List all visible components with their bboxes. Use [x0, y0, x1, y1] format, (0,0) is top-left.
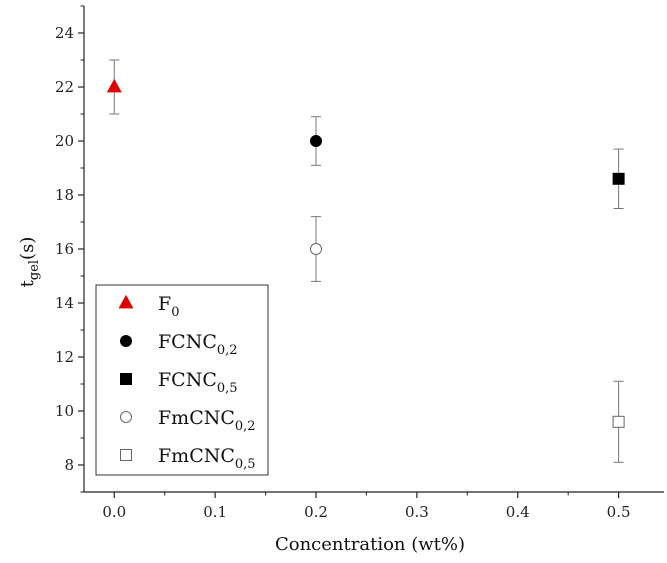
x-tick-label: 0.3 [405, 503, 429, 521]
y-tick-label: 16 [55, 240, 74, 258]
data-point-f0 [106, 78, 122, 93]
legend-marker-f0 [118, 294, 134, 309]
legend-label-sub: 0,2 [217, 343, 238, 358]
x-tick-label: 0.0 [102, 503, 126, 521]
data-point-fcnc05 [612, 172, 625, 185]
y-tick-label: 10 [55, 402, 74, 420]
y-tick-label: 20 [55, 132, 74, 150]
x-axis-title: Concentration (wt%) [275, 534, 465, 555]
x-tick-label: 0.2 [304, 503, 328, 521]
legend-label-sub: 0 [171, 305, 179, 320]
legend-label-fmcnc05: FmCNC0,5 [158, 445, 256, 472]
data-point-fcnc02 [310, 135, 322, 147]
legend-item-fcnc05: FCNC0,5 [120, 369, 238, 396]
data-point-fmcnc05 [612, 415, 625, 428]
y-tick-label: 14 [55, 294, 74, 312]
x-tick-label: 0.4 [506, 503, 530, 521]
legend-label-fcnc05: FCNC0,5 [158, 369, 238, 396]
legend-marker-fcnc05 [120, 373, 132, 385]
legend-label-main: FmCNC [158, 445, 235, 467]
y-axis-title-unit: (s) [17, 237, 38, 260]
legend-label-main: FCNC [158, 369, 217, 391]
y-tick-label: 8 [64, 456, 74, 474]
legend-item-fcnc02: FCNC0,2 [120, 331, 238, 358]
y-tick-label: 22 [55, 78, 74, 96]
x-tick-label: 0.1 [203, 503, 227, 521]
legend-label-sub: 0,5 [235, 457, 256, 472]
legend-label-f0: F0 [158, 293, 179, 320]
legend-item-fmcnc02: FmCNC0,2 [120, 407, 256, 434]
y-tick-label: 12 [55, 348, 74, 366]
data-point-fmcnc02 [310, 243, 322, 255]
legend-item-fmcnc05: FmCNC0,5 [120, 445, 256, 472]
y-tick-label: 18 [55, 186, 74, 204]
legend-label-main: FCNC [158, 331, 217, 353]
legend-label-fcnc02: FCNC0,2 [158, 331, 238, 358]
y-axis-title: tgel(s) [17, 237, 42, 288]
legend-label-main: FmCNC [158, 407, 235, 429]
legend-marker-fmcnc02 [120, 411, 132, 423]
legend-marker-fmcnc05 [120, 449, 132, 461]
y-axis-title-sub: gel [27, 260, 42, 280]
y-axis-title-main: t [17, 279, 38, 287]
x-tick-label: 0.5 [607, 503, 631, 521]
data-points [106, 78, 625, 428]
legend-marker-fcnc02 [120, 335, 132, 347]
legend-label-fmcnc02: FmCNC0,2 [158, 407, 256, 434]
y-tick-label: 24 [55, 24, 74, 42]
legend-label-sub: 0,2 [235, 419, 256, 434]
legend-item-f0: F0 [118, 293, 179, 320]
legend-label-main: F [158, 293, 171, 315]
legend-label-sub: 0,5 [217, 381, 238, 396]
axes: 0.0 0.1 0.2 0.3 0.4 0.5 8 10 12 14 16 18 20 22 24 [55, 5, 664, 521]
